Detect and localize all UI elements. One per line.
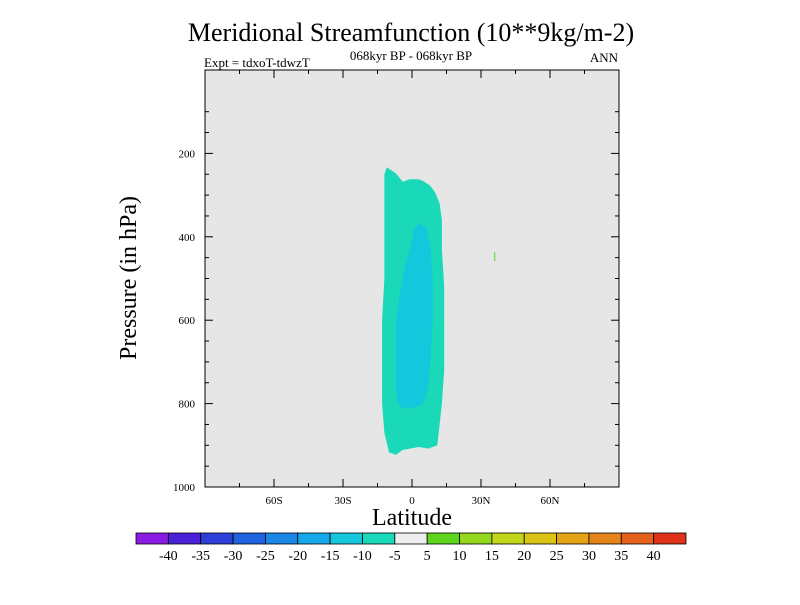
colorbar: -40 -35 -30 -25 -20 -15 -10 -5 5 10 15 20 25 30 35 40 [135, 532, 687, 564]
colorbar-label: -5 [389, 549, 401, 564]
x-tick-label: 30S [334, 495, 351, 507]
colorbar-box [394, 532, 428, 545]
colorbar-label: 10 [453, 549, 467, 564]
colorbar-box [265, 532, 299, 545]
x-tick-label: 30N [472, 495, 491, 507]
contour-region-2 [395, 223, 433, 409]
experiment-label: Expt = tdxoT-tdwzT [204, 55, 310, 70]
colorbar-box [426, 532, 460, 545]
colorbar-label: 5 [424, 549, 431, 564]
y-tick-label: 600 [179, 315, 196, 327]
contour-regions [382, 167, 445, 455]
y-tick-label: 800 [179, 399, 196, 411]
colorbar-label: 40 [647, 549, 661, 564]
chart-title: Meridional Streamfunction (10**9kg/m-2) [188, 18, 634, 47]
colorbar-box [362, 532, 396, 545]
colorbar-box [329, 532, 363, 545]
y-tick-label: 400 [179, 232, 196, 244]
colorbar-box [135, 532, 169, 545]
colorbar-box [232, 532, 266, 545]
y-tick-label: 1000 [173, 482, 196, 494]
season-label: ANN [590, 50, 619, 65]
x-tick-label: 60N [541, 495, 560, 507]
colorbar-box [459, 532, 493, 545]
colorbar-box [200, 532, 234, 545]
colorbar-box [588, 532, 622, 545]
colorbar-label: -35 [191, 549, 210, 564]
colorbar-label: -30 [224, 549, 243, 564]
colorbar-label: -15 [321, 549, 340, 564]
chart-subtitle: 068kyr BP - 068kyr BP [350, 48, 472, 63]
colorbar-box [556, 532, 590, 545]
colorbar-box [653, 532, 687, 545]
colorbar-box [491, 532, 525, 545]
colorbar-label: -20 [288, 549, 307, 564]
colorbar-box [297, 532, 331, 545]
x-tick-label: 60S [265, 495, 282, 507]
colorbar-label: -10 [353, 549, 372, 564]
colorbar-label: 15 [485, 549, 499, 564]
colorbar-label: 30 [582, 549, 596, 564]
colorbar-label: -25 [256, 549, 275, 564]
x-tick-label: 0 [409, 495, 415, 507]
colorbar-box [167, 532, 202, 545]
axis-ticks: 60S 30S 0 30N 60N 200 400 600 800 1000 [173, 70, 620, 507]
x-axis-title: Latitude [372, 505, 452, 531]
colorbar-box [523, 532, 557, 545]
y-tick-label: 200 [179, 148, 196, 160]
colorbar-label: 25 [550, 549, 564, 564]
colorbar-label: 35 [614, 549, 628, 564]
colorbar-label: 20 [517, 549, 531, 564]
y-axis-title: Pressure (in hPa) [116, 196, 142, 360]
colorbar-label: -40 [159, 549, 178, 564]
colorbar-box [620, 532, 655, 545]
